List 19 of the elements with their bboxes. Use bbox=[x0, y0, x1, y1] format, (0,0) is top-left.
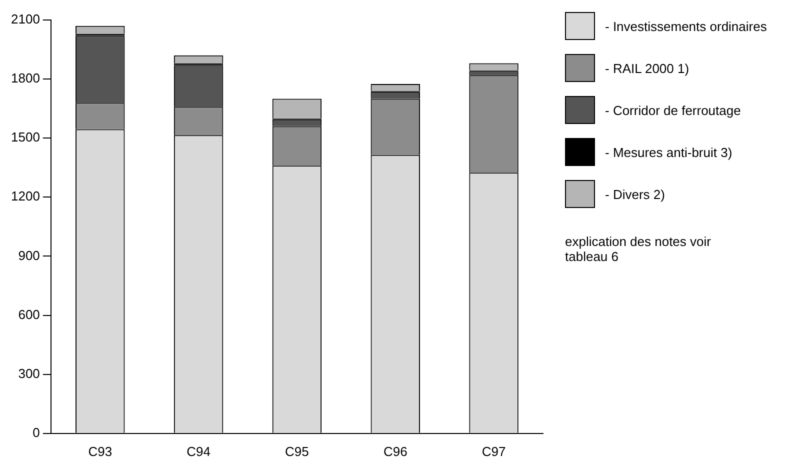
y-tick-label: 1500 bbox=[11, 130, 40, 145]
y-tick-label: 600 bbox=[18, 306, 40, 322]
text: explication des notes voir tableau 6 bbox=[565, 234, 712, 264]
legend-label: - Investissements ordinaires bbox=[605, 18, 767, 34]
y-tick-label: 1800 bbox=[11, 70, 40, 86]
x-tick-label: C96 bbox=[383, 444, 408, 459]
x-tick-label: C95 bbox=[285, 444, 309, 459]
legend-label: - Corridor de ferroutage bbox=[605, 102, 741, 118]
y-tick-label: 0 bbox=[32, 424, 40, 440]
y-tick-label: 300 bbox=[18, 366, 40, 381]
x-tick-label: C97 bbox=[482, 444, 506, 459]
legend-label: - Divers 2) bbox=[605, 186, 665, 202]
x-tick-label: C93 bbox=[88, 444, 112, 459]
y-tick-label: 1200 bbox=[11, 188, 40, 204]
legend-label: - Mesures anti-bruit 3) bbox=[605, 144, 732, 160]
y-tick-label: 900 bbox=[18, 248, 40, 263]
x-tick-label: C94 bbox=[186, 444, 210, 459]
legend-label: - RAIL 2000 1) bbox=[605, 60, 690, 76]
y-tick-label: 2100 bbox=[11, 12, 40, 27]
